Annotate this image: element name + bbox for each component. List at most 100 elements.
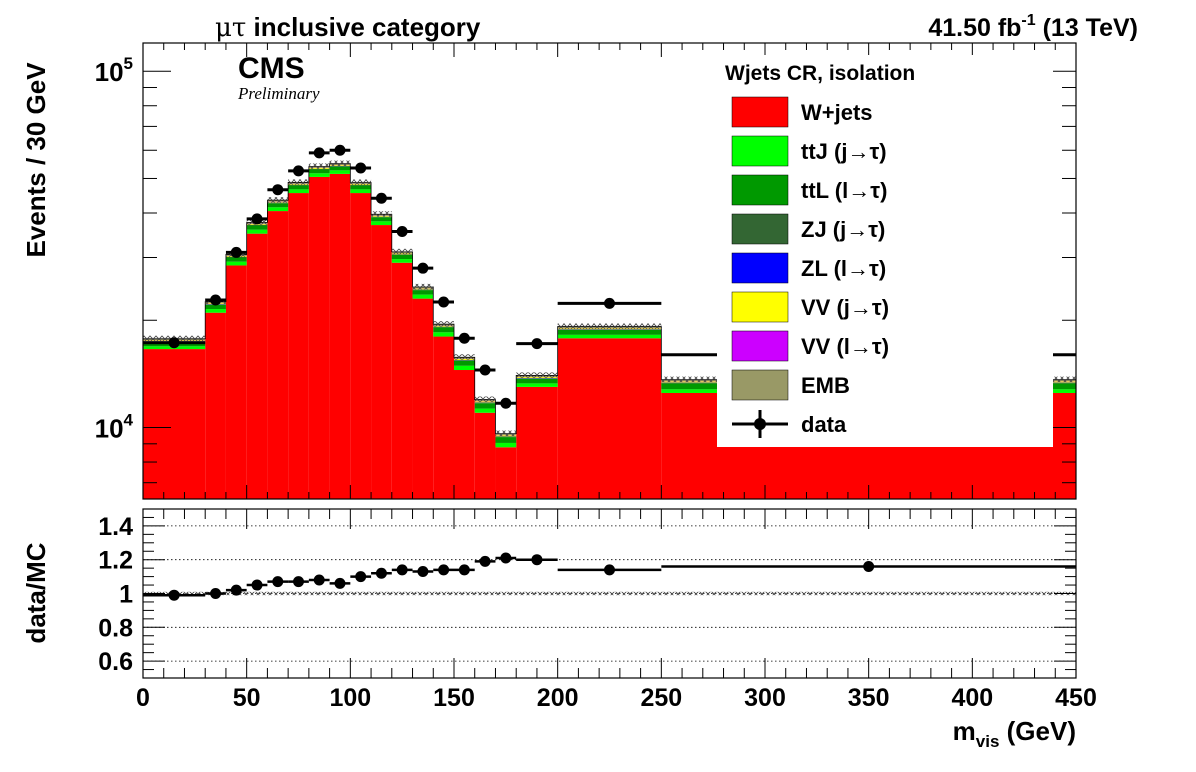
ratio-point-15 (500, 552, 512, 564)
ratio-point-6 (313, 574, 325, 586)
data-point-1 (210, 294, 222, 306)
bar-ttj-j--6 (308, 173, 330, 177)
x-axis-label: mvis (GeV) (953, 716, 1076, 751)
bar-zj-j--3 (246, 224, 268, 226)
legend-label-0: W+jets (801, 100, 873, 125)
bar-ttl-l--11 (412, 290, 434, 295)
data-point-16 (531, 338, 543, 350)
x-axis-label-unit: (GeV) (999, 716, 1076, 746)
legend-swatch-7 (731, 369, 789, 401)
ratio-point-1 (210, 588, 222, 599)
legend-label-8: data (801, 412, 847, 437)
ratio-point-18 (863, 560, 875, 572)
data-point-7 (334, 144, 346, 156)
data-point-0 (168, 337, 180, 349)
bar-zj-j--12 (433, 326, 454, 328)
main-y-axis-label: Events / 30 GeV (21, 62, 51, 258)
y-tick-label-1: 104 (95, 411, 134, 444)
x-tick-label-6: 300 (744, 684, 786, 712)
main-frame (142, 42, 1077, 500)
ratio-point-8 (355, 571, 367, 583)
main-axis-ticks (142, 43, 1077, 499)
bar-ttj-j--2 (225, 261, 247, 266)
ratio-uncertainty-band (143, 591, 1076, 596)
bar-ttl-l--10 (391, 254, 413, 260)
uncertainty-bin-6 (308, 163, 330, 169)
bar-ttl-l--3 (246, 225, 268, 230)
bar-ttl-l--12 (433, 327, 454, 333)
category-prefix: μτ (215, 13, 246, 43)
bar-w-jets-0 (143, 349, 206, 499)
ratio-y-tick-label-4: 1.4 (98, 513, 133, 541)
ratio-point-11 (417, 566, 429, 578)
bar-ttl-l--16 (516, 378, 558, 384)
data-point-4 (272, 184, 284, 196)
bar-ttl-l--14 (474, 403, 496, 409)
uncertainty-bin-9 (371, 211, 392, 217)
ratio-plot: 0.6 0.8 1 1.2 1.4 0 50 100 150 200 250 300 350 400 45… (21, 508, 1097, 751)
bar-ttj-j--13 (454, 365, 475, 371)
bar-ttj-j--3 (246, 229, 268, 234)
ratio-point-4 (272, 576, 284, 588)
bar-ttj-j--16 (516, 383, 558, 387)
legend-entries: W+jets ttJ (j→τ) ttL (l→τ) ZJ (j→τ) ZL (l→τ)… (731, 96, 889, 438)
cms-preliminary: Preliminary (237, 84, 320, 103)
data-point-12 (438, 296, 450, 308)
ratio-point-0 (168, 589, 180, 601)
bar-zj-j--17 (557, 329, 662, 330)
y-tick-label-base-1: 10 (95, 414, 124, 444)
uncertainty-bin-11 (412, 283, 434, 290)
legend-swatch-1 (731, 135, 789, 167)
ratio-point-17 (604, 564, 615, 576)
bar-ttl-l--1 (205, 304, 226, 310)
bar-ttj-j--1 (205, 309, 226, 313)
ratio-axis-ticks (142, 508, 1077, 679)
legend-swatch-3 (731, 213, 789, 245)
cms-label: CMS (238, 52, 305, 85)
category-text: inclusive category (246, 12, 481, 42)
bar-ttj-j--5 (288, 189, 309, 194)
bar-ttl-l--6 (308, 169, 330, 174)
uncertainty-bin-14 (474, 396, 496, 402)
y-tick-label-exp-1: 4 (124, 411, 134, 430)
bar-zj-j--10 (391, 254, 413, 255)
y-tick-label-exp-0: 5 (124, 54, 133, 73)
bar-ttl-l--13 (454, 360, 475, 366)
bar-zj-j--13 (454, 360, 475, 361)
bar-zj-j--15 (495, 436, 517, 438)
legend-label-1: ttJ (j→τ) (801, 139, 887, 164)
bar-ttj-j--12 (433, 332, 454, 337)
bar-w-jets-2 (225, 265, 247, 499)
uncertainty-bin-5 (288, 179, 309, 185)
bar-ttj-j--14 (474, 408, 496, 413)
ratio-y-tick-label-2: 1 (119, 581, 133, 609)
data-point-3 (251, 213, 263, 225)
legend-label-7: EMB (801, 373, 850, 398)
bar-w-jets-14 (474, 412, 496, 499)
bar-ttl-l--15 (495, 437, 517, 443)
bar-zj-j--4 (267, 202, 289, 204)
data-point-5 (293, 165, 304, 177)
x-tick-label-8: 400 (951, 684, 993, 712)
legend-swatch-5 (731, 291, 789, 323)
uncertainty-bin-4 (267, 197, 289, 203)
ratio-point-7 (334, 577, 346, 589)
bar-w-jets-4 (267, 211, 289, 499)
bar-w-jets-12 (433, 336, 454, 499)
ratio-point-2 (230, 584, 242, 596)
data-point-8 (355, 162, 367, 174)
main-plot: 10 5 104 Events / 30 GeV CMS Preliminary W… (21, 42, 1077, 500)
legend-label-6: VV (l→τ) (801, 334, 889, 359)
bar-ttj-j--7 (329, 170, 351, 174)
bar-ttl-l--17 (557, 329, 662, 335)
bar-w-jets-15 (495, 447, 517, 499)
uncertainty-bin-7 (329, 160, 351, 167)
bar-ttl-l--9 (371, 217, 392, 222)
data-point-14 (479, 364, 491, 376)
lumi-exp: -1 (1021, 12, 1035, 29)
legend-label-4: ZL (l→τ) (801, 256, 886, 281)
bar-zj-j--16 (516, 378, 558, 379)
x-axis-label-main: m (953, 716, 976, 746)
bar-ttj-j--11 (412, 294, 434, 299)
data-point-17 (604, 297, 615, 309)
